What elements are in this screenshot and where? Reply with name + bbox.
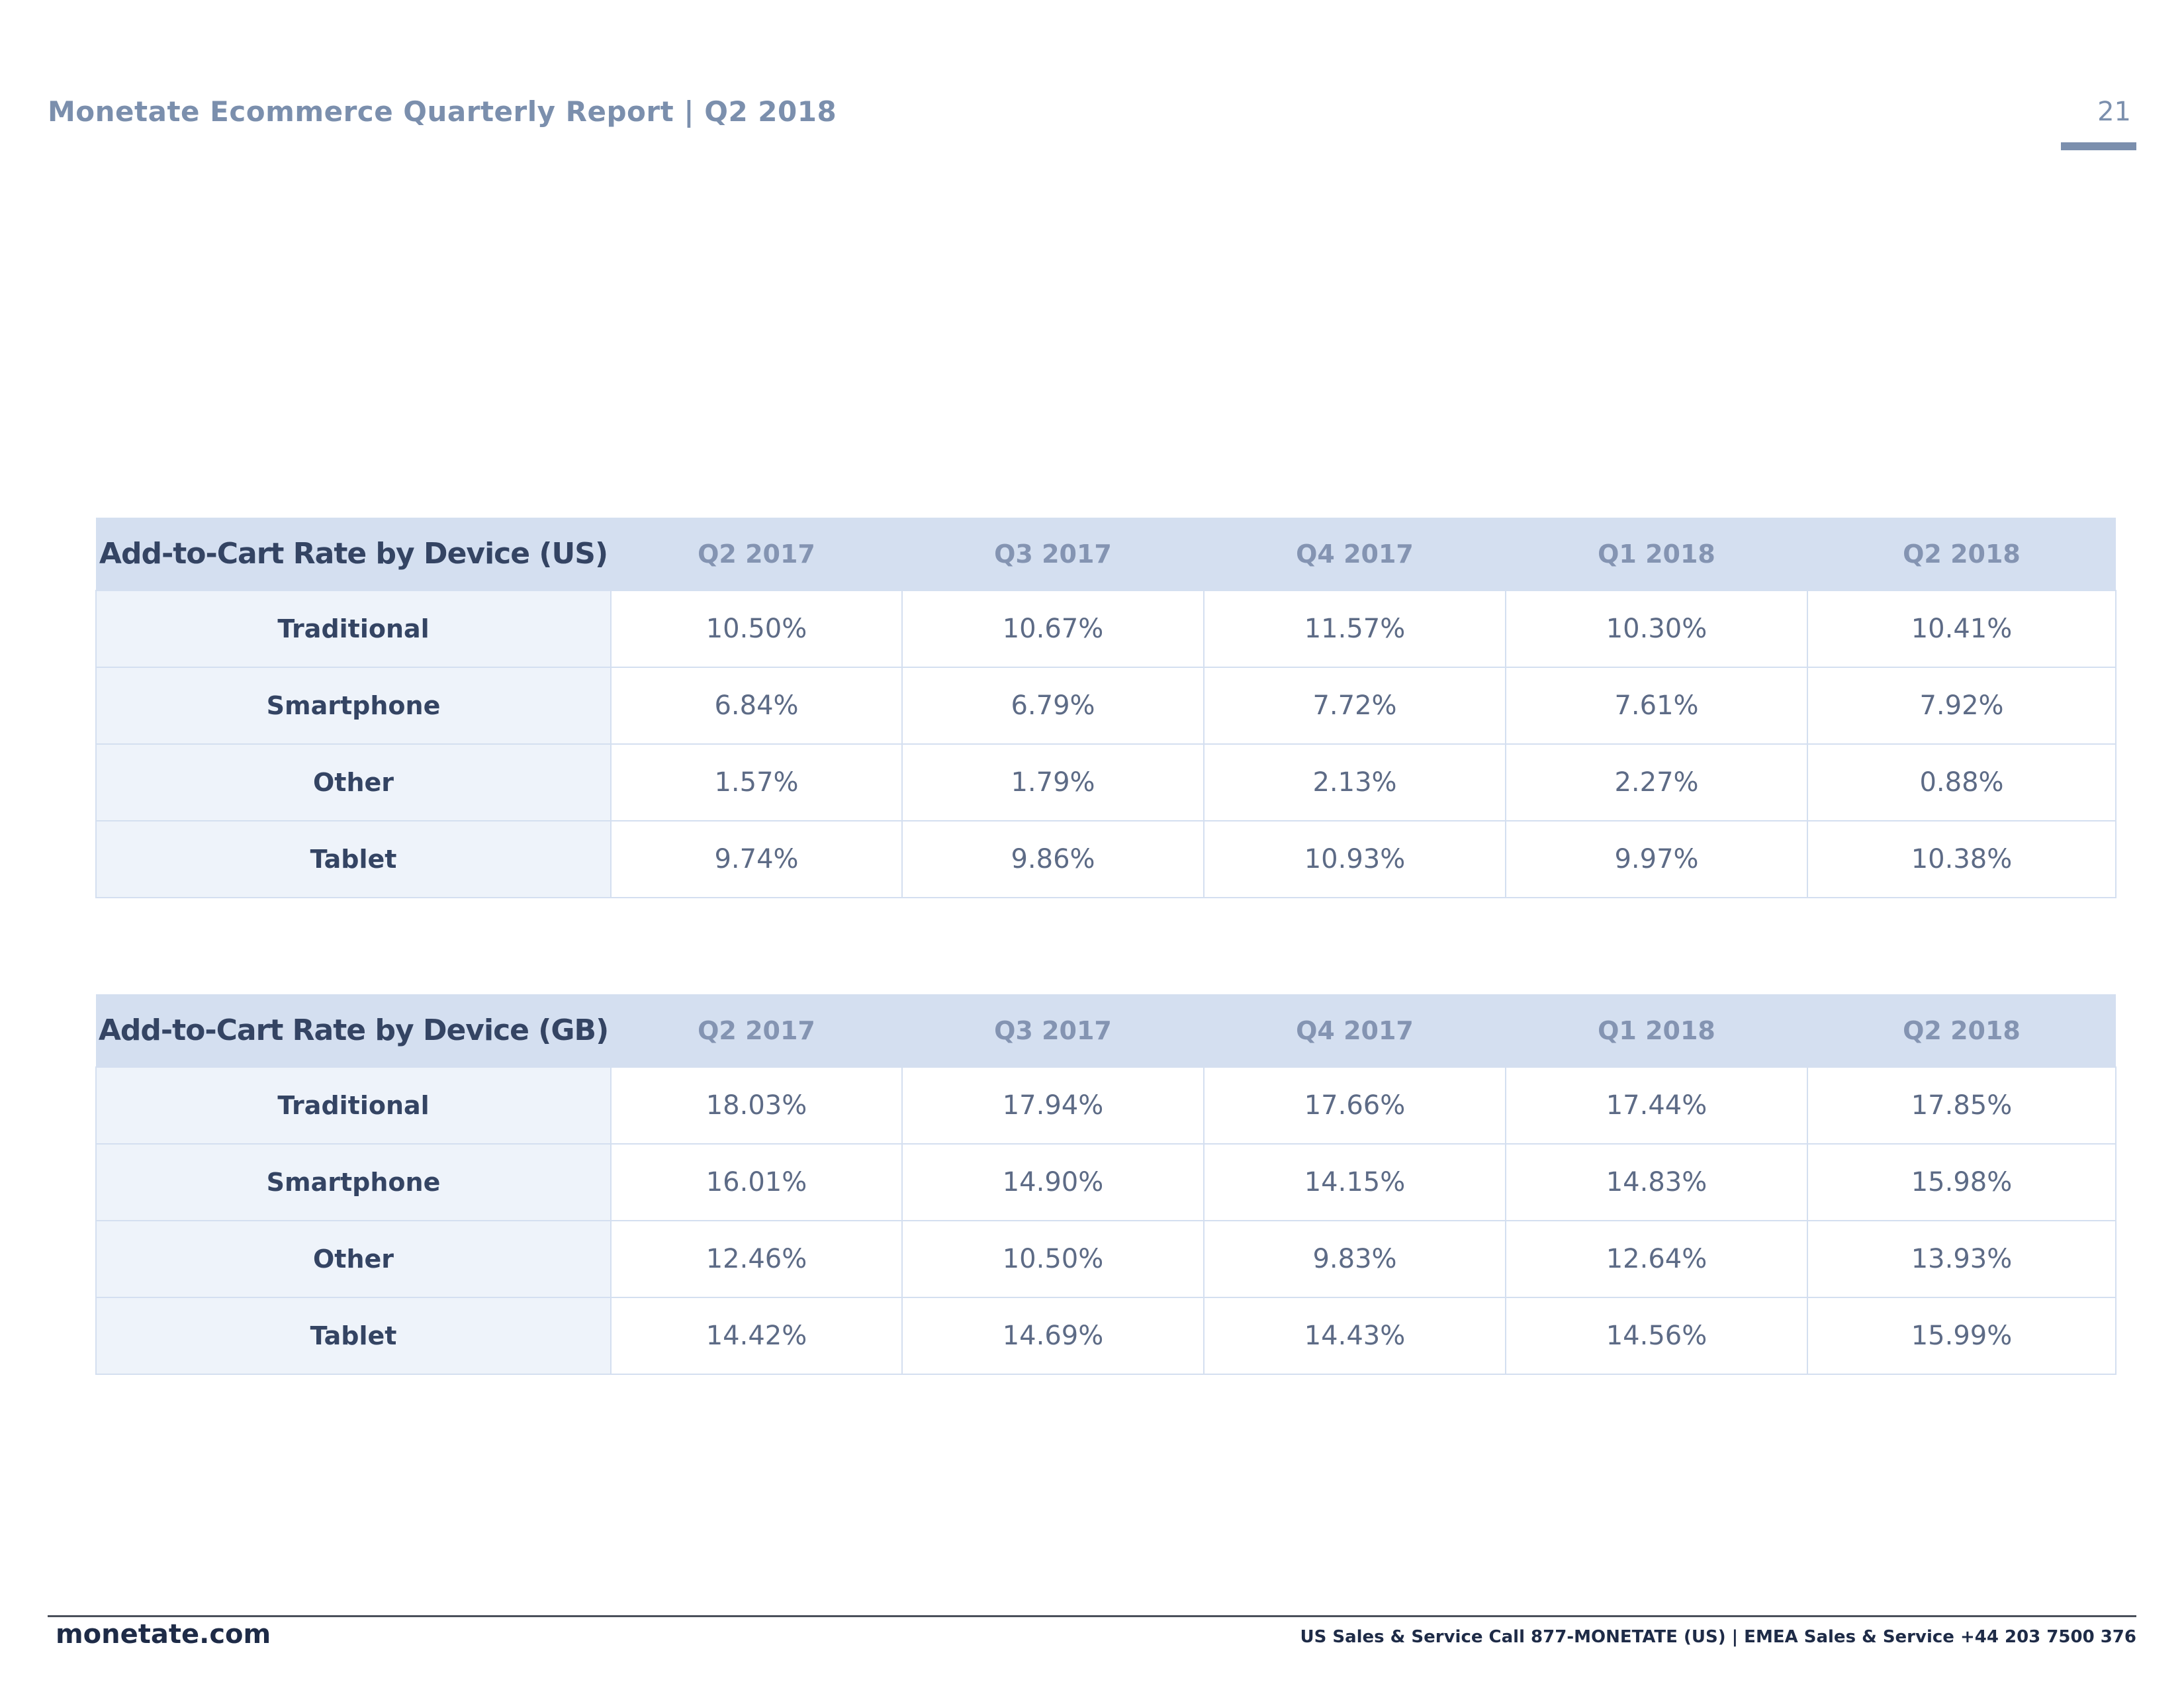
us-add-to-cart-table: Add-to-Cart Rate by Device (US) Q2 2017 …	[95, 518, 2116, 898]
table-cell: 2.13%	[1203, 743, 1506, 821]
table-cell: 17.66%	[1203, 1066, 1506, 1145]
table-cell: 14.15%	[1203, 1143, 1506, 1221]
table-cell: 11.57%	[1203, 590, 1506, 668]
column-header: Q2 2017	[698, 1015, 815, 1045]
table-row: Traditional 10.50% 10.67% 11.57% 10.30% …	[95, 590, 2116, 668]
table-cell: 12.46%	[610, 1220, 903, 1298]
row-label: Traditional	[95, 1066, 612, 1145]
row-label: Other	[95, 1220, 612, 1298]
column-header: Q4 2017	[1296, 539, 1414, 569]
table-cell: 14.83%	[1505, 1143, 1808, 1221]
table-cell: 7.92%	[1807, 667, 2116, 745]
table-cell: 17.44%	[1505, 1066, 1808, 1145]
page-number-underline	[2061, 142, 2136, 150]
table-cell: 12.64%	[1505, 1220, 1808, 1298]
column-header: Q2 2018	[1903, 539, 2021, 569]
table-row: Other 12.46% 10.50% 9.83% 12.64% 13.93%	[95, 1220, 2116, 1298]
table-cell: 6.84%	[610, 667, 903, 745]
table-cell: 2.27%	[1505, 743, 1808, 821]
table-cell: 18.03%	[610, 1066, 903, 1145]
table-cell: 0.88%	[1807, 743, 2116, 821]
table-header-row: Add-to-Cart Rate by Device (GB) Q2 2017 …	[96, 994, 2116, 1067]
table-row: Other 1.57% 1.79% 2.13% 2.27% 0.88%	[95, 743, 2116, 821]
row-label: Smartphone	[95, 667, 612, 745]
table-cell: 14.69%	[901, 1297, 1205, 1375]
table-row: Tablet 9.74% 9.86% 10.93% 9.97% 10.38%	[95, 820, 2116, 898]
table-row: Traditional 18.03% 17.94% 17.66% 17.44% …	[95, 1066, 2116, 1145]
column-header: Q3 2017	[994, 1015, 1112, 1045]
row-label: Other	[95, 743, 612, 821]
column-header: Q4 2017	[1296, 1015, 1414, 1045]
table-cell: 10.41%	[1807, 590, 2116, 668]
column-header: Q1 2018	[1598, 1015, 1715, 1045]
table-cell: 1.57%	[610, 743, 903, 821]
table-cell: 7.61%	[1505, 667, 1808, 745]
table-cell: 16.01%	[610, 1143, 903, 1221]
table-cell: 15.99%	[1807, 1297, 2116, 1375]
table-cell: 7.72%	[1203, 667, 1506, 745]
footer-divider	[48, 1615, 2136, 1617]
table-row: Smartphone 6.84% 6.79% 7.72% 7.61% 7.92%	[95, 667, 2116, 745]
table-row: Smartphone 16.01% 14.90% 14.15% 14.83% 1…	[95, 1143, 2116, 1221]
table-header-row: Add-to-Cart Rate by Device (US) Q2 2017 …	[96, 518, 2116, 590]
footer-contact-info: US Sales & Service Call 877-MONETATE (US…	[1300, 1627, 2136, 1647]
row-label: Smartphone	[95, 1143, 612, 1221]
table-cell: 9.97%	[1505, 820, 1808, 898]
table-cell: 17.85%	[1807, 1066, 2116, 1145]
table-row: Tablet 14.42% 14.69% 14.43% 14.56% 15.99…	[95, 1297, 2116, 1375]
column-header: Q1 2018	[1598, 539, 1715, 569]
table-title: Add-to-Cart Rate by Device (US)	[99, 537, 608, 571]
table-cell: 13.93%	[1807, 1220, 2116, 1298]
table-cell: 10.67%	[901, 590, 1205, 668]
table-title: Add-to-Cart Rate by Device (GB)	[98, 1013, 609, 1047]
footer-brand-link[interactable]: monetate.com	[56, 1619, 271, 1650]
table-cell: 15.98%	[1807, 1143, 2116, 1221]
table-cell: 10.50%	[610, 590, 903, 668]
report-title: Monetate Ecommerce Quarterly Report | Q2…	[48, 95, 837, 128]
gb-add-to-cart-table: Add-to-Cart Rate by Device (GB) Q2 2017 …	[95, 994, 2116, 1375]
table-cell: 17.94%	[901, 1066, 1205, 1145]
table-cell: 14.90%	[901, 1143, 1205, 1221]
table-cell: 1.79%	[901, 743, 1205, 821]
table-cell: 10.50%	[901, 1220, 1205, 1298]
table-cell: 14.56%	[1505, 1297, 1808, 1375]
table-cell: 6.79%	[901, 667, 1205, 745]
table-cell: 10.30%	[1505, 590, 1808, 668]
table-cell: 9.74%	[610, 820, 903, 898]
column-header: Q3 2017	[994, 539, 1112, 569]
table-cell: 9.83%	[1203, 1220, 1506, 1298]
row-label: Tablet	[95, 820, 612, 898]
table-cell: 10.38%	[1807, 820, 2116, 898]
table-cell: 14.42%	[610, 1297, 903, 1375]
table-cell: 14.43%	[1203, 1297, 1506, 1375]
page-number: 21	[2097, 97, 2131, 127]
column-header: Q2 2017	[698, 539, 815, 569]
row-label: Tablet	[95, 1297, 612, 1375]
row-label: Traditional	[95, 590, 612, 668]
table-cell: 10.93%	[1203, 820, 1506, 898]
table-cell: 9.86%	[901, 820, 1205, 898]
column-header: Q2 2018	[1903, 1015, 2021, 1045]
